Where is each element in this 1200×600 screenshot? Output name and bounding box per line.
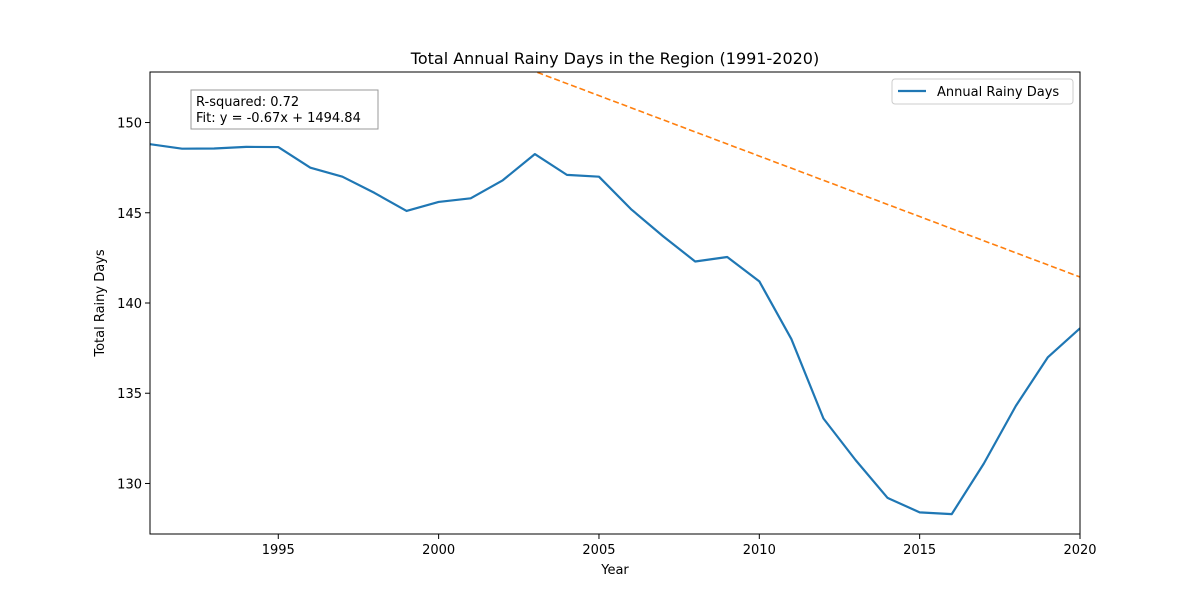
y-tick-label: 135 bbox=[117, 387, 142, 402]
legend-label: Annual Rainy Days bbox=[937, 85, 1059, 100]
annotation-line: Fit: y = -0.67x + 1494.84 bbox=[196, 111, 361, 126]
legend: Annual Rainy Days bbox=[891, 78, 1074, 105]
plot-area: 1995 2000 2005 2010 2015 2020 130 135 140 145 150 R… bbox=[117, 71, 1097, 558]
chart-title: Total Annual Rainy Days in the Region (1… bbox=[410, 49, 819, 68]
x-tick-label: 2010 bbox=[743, 543, 776, 558]
legend-box bbox=[891, 78, 1074, 105]
x-tick-label: 2020 bbox=[1063, 543, 1096, 558]
y-tick-label: 150 bbox=[117, 117, 142, 132]
x-tick-label: 2000 bbox=[422, 543, 455, 558]
x-axis-title: Year bbox=[600, 563, 629, 578]
y-tick-label: 130 bbox=[117, 477, 142, 492]
x-tick-label: 2005 bbox=[582, 543, 615, 558]
y-tick-label: 145 bbox=[117, 207, 142, 222]
x-tick-label: 1995 bbox=[262, 543, 295, 558]
series-line-0 bbox=[150, 143, 1080, 516]
x-tick-label: 2015 bbox=[903, 543, 936, 558]
y-axis-title: Total Rainy Days bbox=[93, 249, 108, 358]
y-tick-label: 140 bbox=[117, 297, 142, 312]
trend-line bbox=[533, 72, 1080, 278]
annotation-line: R-squared: 0.72 bbox=[196, 95, 299, 110]
annotation-box bbox=[190, 89, 379, 130]
